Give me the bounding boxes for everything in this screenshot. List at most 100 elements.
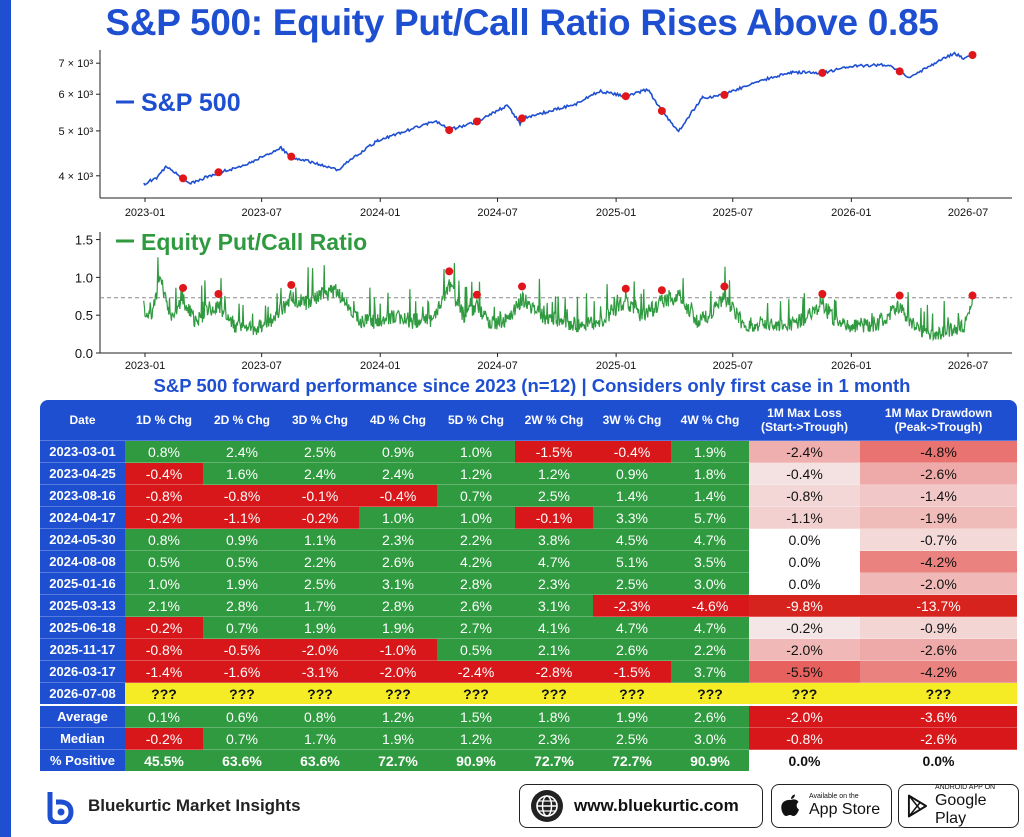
table-cell: -1.4% xyxy=(125,660,203,683)
table-cell: 2.3% xyxy=(515,727,593,750)
sp500-y-tick-label: 7 × 10³ xyxy=(58,58,93,70)
table-cell: 2.5% xyxy=(281,440,359,463)
table-cell: 72.7% xyxy=(359,749,437,771)
table-cell: -5.5% xyxy=(749,660,860,683)
table-cell: 3.1% xyxy=(359,572,437,595)
table-cell: -9.8% xyxy=(749,594,860,617)
table-cell: 4.7% xyxy=(671,528,749,551)
table-cell: 2.8% xyxy=(437,572,515,595)
column-header: 2D % Chg xyxy=(213,413,270,427)
pcr-signal-marker xyxy=(214,290,223,299)
table-cell: 1.0% xyxy=(437,506,515,529)
table-cell: -0.8% xyxy=(749,727,860,750)
table-cell: 4.5% xyxy=(593,528,671,551)
table-cell: 1.7% xyxy=(281,727,359,750)
table-cell: 0.9% xyxy=(359,440,437,463)
play-icon xyxy=(907,794,928,818)
sp500-signal-marker xyxy=(445,126,454,135)
table-cell: 72.7% xyxy=(515,749,593,771)
table-cell: 0.8% xyxy=(125,528,203,551)
table-cell: -1.5% xyxy=(515,440,593,463)
table-cell: ??? xyxy=(515,682,593,705)
table-cell: 0.0% xyxy=(749,528,860,551)
table-row: 2023-04-25 -0.4% 1.6% 2.4% 2.4% 1.2% 1.2% 0.9% 1… xyxy=(40,462,1017,485)
table-cell: 2.8% xyxy=(359,594,437,617)
table-cell: 2.3% xyxy=(515,572,593,595)
table-cell: -2.0% xyxy=(281,638,359,661)
pcr-signal-marker xyxy=(287,280,296,289)
table-cell: -2.8% xyxy=(515,660,593,683)
website-link[interactable]: www.bluekurtic.com xyxy=(574,796,739,815)
pcr-x-tick-label: 2023-01 xyxy=(125,360,165,370)
table-row: 2025-01-16 1.0% 1.9% 2.5% 3.1% 2.8% 2.3% 2.5% 3.… xyxy=(40,572,1017,595)
table-cell: ??? xyxy=(359,682,437,705)
table-cell: 2.1% xyxy=(515,638,593,661)
sp500-x-tick-label: 2023-07 xyxy=(241,207,281,219)
table-cell: -3.6% xyxy=(860,704,1017,728)
table-row: 2023-03-01 0.8% 2.4% 2.5% 0.9% 1.0% -1.5% -0.4%… xyxy=(40,440,1017,463)
table-cell: 1.2% xyxy=(359,704,437,728)
pcr-signal-marker xyxy=(657,286,666,295)
table-cell: 2.6% xyxy=(671,704,749,728)
table-cell: -1.4% xyxy=(860,484,1017,507)
table-cell: 4.7% xyxy=(515,550,593,573)
summary-label: Average xyxy=(40,704,125,728)
table-cell: -1.0% xyxy=(359,638,437,661)
page-title: S&P 500: Equity Put/Call Ratio Rises Abo… xyxy=(105,2,939,43)
table-cell: -2.6% xyxy=(860,727,1017,750)
table-cell: 3.1% xyxy=(515,594,593,617)
left-accent-bar xyxy=(0,0,11,837)
table-cell: 0.8% xyxy=(281,704,359,728)
sp500-legend-label: S&P 500 xyxy=(141,89,241,117)
table-row: 2025-03-13 2.1% 2.8% 1.7% 2.8% 2.6% 3.1% -2.3% -… xyxy=(40,594,1017,617)
column-header: 1D % Chg xyxy=(135,413,192,427)
pcr-signal-marker xyxy=(472,290,481,299)
table-cell: 1.0% xyxy=(437,440,515,463)
table-cell: -1.1% xyxy=(749,506,860,529)
google-play-badge[interactable]: ANDROID APP ON Google Play xyxy=(898,784,1019,828)
sp500-y-tick-label: 5 × 10³ xyxy=(58,126,93,138)
pcr-signal-marker xyxy=(621,284,630,293)
sp500-signal-marker xyxy=(179,174,188,183)
table-cell: -2.0% xyxy=(749,704,860,728)
table-cell: -1.9% xyxy=(860,506,1017,529)
table-cell: 1.7% xyxy=(281,594,359,617)
table-cell: -0.5% xyxy=(203,638,281,661)
table-cell: 4.7% xyxy=(671,616,749,639)
table-cell: 3.5% xyxy=(671,550,749,573)
table-cell: 1.4% xyxy=(593,484,671,507)
table-cell: -0.2% xyxy=(125,727,203,750)
sp500-series-line xyxy=(143,51,973,186)
sp500-x-tick-label: 2026-07 xyxy=(948,207,988,219)
table-cell: 2.3% xyxy=(359,528,437,551)
globe-icon xyxy=(531,790,563,822)
table-cell: 1.2% xyxy=(437,462,515,485)
table-row: 2025-11-17 -0.8% -0.5% -2.0% -1.0% 0.5% 2.1% 2.… xyxy=(40,638,1017,661)
summary-row: Median -0.2% 0.7% 1.7% 1.9% 1.2% 2.3% 2.5% 3.0% -… xyxy=(40,727,1017,750)
table-cell: -2.4% xyxy=(437,660,515,683)
pcr-signal-marker xyxy=(968,291,977,300)
table-row: 2024-08-08 0.5% 0.5% 2.2% 2.6% 4.2% 4.7% 5.1% 3.… xyxy=(40,550,1017,573)
column-header: 1M Max Loss (Start->Trough) xyxy=(761,406,848,434)
pcr-x-tick-label: 2025-01 xyxy=(596,360,636,370)
table-cell: -0.2% xyxy=(125,616,203,639)
apple-icon xyxy=(781,794,799,816)
pcr-signal-marker xyxy=(179,283,188,292)
table-cell: 4.7% xyxy=(593,616,671,639)
table-cell: 3.3% xyxy=(593,506,671,529)
table-cell: 2.6% xyxy=(359,550,437,573)
table-cell: -2.6% xyxy=(860,638,1017,661)
table-cell: 90.9% xyxy=(671,749,749,771)
website-badge[interactable]: www.bluekurtic.com xyxy=(519,784,763,828)
table-cell: 1.9% xyxy=(281,616,359,639)
column-header: Date xyxy=(69,413,96,427)
pcr-y-tick-label: 1.5 xyxy=(75,233,93,248)
row-date: 2025-01-16 xyxy=(40,572,125,595)
table-cell: -0.4% xyxy=(593,440,671,463)
table-cell: -0.4% xyxy=(125,462,203,485)
table-cell: 0.7% xyxy=(437,484,515,507)
pcr-signal-marker xyxy=(818,290,827,299)
app-store-badge[interactable]: Available on the App Store xyxy=(771,784,892,828)
table-cell: 1.4% xyxy=(671,484,749,507)
table-cell: -0.8% xyxy=(749,484,860,507)
